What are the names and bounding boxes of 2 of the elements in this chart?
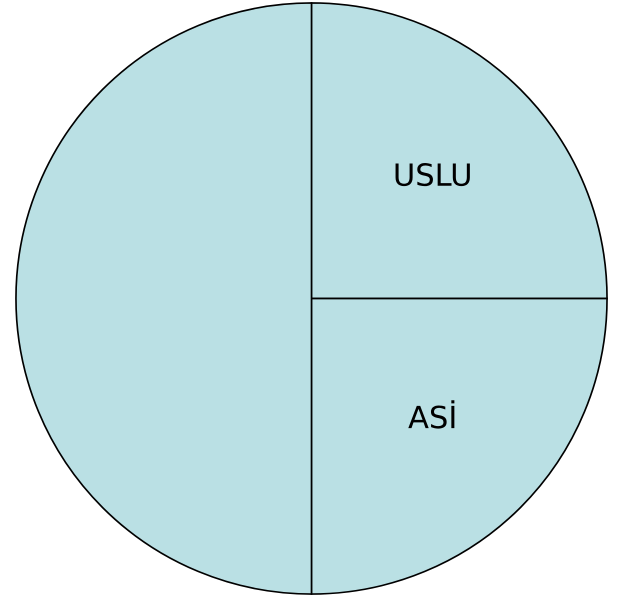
slice-label: ASİ xyxy=(408,400,454,429)
slice-label: USLU xyxy=(396,163,470,186)
